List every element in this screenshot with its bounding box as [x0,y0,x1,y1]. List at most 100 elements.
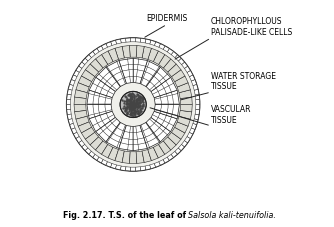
Polygon shape [71,128,77,134]
Polygon shape [70,123,75,129]
Polygon shape [177,83,190,93]
Polygon shape [116,39,121,44]
Polygon shape [66,99,70,104]
Polygon shape [142,46,151,59]
Polygon shape [171,70,185,82]
Polygon shape [121,38,126,43]
Polygon shape [180,104,192,112]
Polygon shape [159,160,165,165]
Polygon shape [148,147,158,161]
Polygon shape [96,54,108,68]
Polygon shape [122,45,130,58]
Polygon shape [163,157,169,163]
Polygon shape [89,111,115,132]
Polygon shape [168,64,181,77]
Polygon shape [115,150,124,163]
Polygon shape [121,166,126,171]
Polygon shape [106,122,126,148]
Polygon shape [108,147,119,161]
Polygon shape [126,167,131,171]
Polygon shape [89,151,95,157]
Polygon shape [122,151,130,163]
Polygon shape [130,152,137,163]
Polygon shape [93,49,99,55]
Polygon shape [153,51,165,64]
Polygon shape [97,157,103,163]
Polygon shape [167,154,173,160]
Polygon shape [70,80,75,86]
Polygon shape [184,136,190,143]
Polygon shape [150,163,156,169]
Polygon shape [193,84,198,90]
Polygon shape [171,127,185,139]
Circle shape [120,91,146,118]
Polygon shape [67,89,72,95]
Polygon shape [76,136,82,143]
Polygon shape [85,148,92,154]
Polygon shape [146,67,171,91]
Polygon shape [86,132,99,145]
Polygon shape [68,119,73,125]
Polygon shape [177,116,190,126]
Polygon shape [140,166,146,171]
Polygon shape [136,167,141,171]
Polygon shape [148,48,158,62]
Polygon shape [184,66,190,72]
Polygon shape [76,66,82,72]
Polygon shape [193,119,198,125]
Polygon shape [153,144,165,158]
Polygon shape [74,110,87,119]
Polygon shape [175,122,188,133]
Polygon shape [140,60,160,86]
Polygon shape [133,58,147,84]
Polygon shape [81,127,95,139]
Polygon shape [175,55,181,61]
Text: Salsola kali-tenuifolia.: Salsola kali-tenuifolia. [188,210,276,220]
Polygon shape [74,104,86,112]
Polygon shape [126,38,131,42]
Polygon shape [97,46,103,52]
Polygon shape [81,70,95,82]
Polygon shape [180,97,192,104]
Polygon shape [96,141,108,154]
Polygon shape [187,70,193,77]
Polygon shape [159,54,171,68]
Polygon shape [178,58,184,64]
Text: CHLOROPHYLLOUS
PALISADE-LIKE CELLS: CHLOROPHYLLOUS PALISADE-LIKE CELLS [211,17,292,37]
Polygon shape [108,48,119,62]
Polygon shape [106,162,112,167]
Polygon shape [106,60,126,86]
Text: EPIDERMIS: EPIDERMIS [146,14,188,23]
Polygon shape [101,44,108,49]
Text: Fig. 2.17. T.S. of the leaf of: Fig. 2.17. T.S. of the leaf of [63,210,189,220]
Polygon shape [187,132,193,138]
Polygon shape [82,144,88,151]
Polygon shape [119,126,133,151]
Polygon shape [71,75,77,81]
Polygon shape [136,45,144,58]
Polygon shape [89,52,95,58]
Polygon shape [102,144,113,158]
Polygon shape [130,45,137,57]
Circle shape [66,38,200,171]
Polygon shape [145,39,151,44]
Polygon shape [136,38,141,42]
Polygon shape [106,42,112,47]
Polygon shape [87,104,112,119]
Polygon shape [145,165,151,170]
Polygon shape [168,132,181,145]
Polygon shape [146,117,171,142]
Polygon shape [196,104,200,110]
Polygon shape [178,144,184,151]
Polygon shape [140,38,146,43]
Polygon shape [159,141,171,154]
Polygon shape [191,123,197,129]
Polygon shape [66,104,70,110]
Polygon shape [79,141,85,147]
Polygon shape [182,62,188,68]
Polygon shape [119,58,133,84]
Polygon shape [96,67,120,91]
Polygon shape [78,122,92,133]
Polygon shape [79,62,85,68]
Polygon shape [194,114,199,120]
